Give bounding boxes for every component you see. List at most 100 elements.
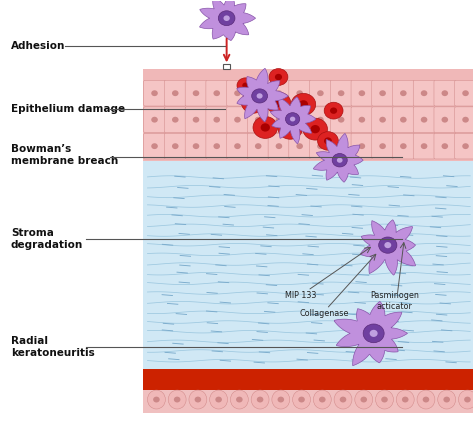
FancyBboxPatch shape bbox=[268, 80, 290, 106]
FancyBboxPatch shape bbox=[330, 80, 352, 106]
Circle shape bbox=[269, 69, 288, 85]
FancyBboxPatch shape bbox=[434, 80, 456, 106]
FancyBboxPatch shape bbox=[164, 80, 186, 106]
FancyBboxPatch shape bbox=[206, 80, 228, 106]
Circle shape bbox=[462, 90, 469, 96]
Circle shape bbox=[236, 397, 243, 403]
FancyBboxPatch shape bbox=[247, 133, 269, 159]
Circle shape bbox=[441, 117, 448, 123]
Ellipse shape bbox=[168, 390, 186, 409]
FancyBboxPatch shape bbox=[372, 107, 393, 132]
FancyBboxPatch shape bbox=[330, 107, 352, 132]
FancyBboxPatch shape bbox=[227, 107, 248, 132]
Circle shape bbox=[421, 143, 428, 149]
FancyBboxPatch shape bbox=[164, 133, 186, 159]
Circle shape bbox=[276, 143, 282, 149]
Circle shape bbox=[400, 143, 407, 149]
Ellipse shape bbox=[147, 390, 165, 409]
Circle shape bbox=[249, 98, 258, 107]
Circle shape bbox=[421, 117, 428, 123]
FancyBboxPatch shape bbox=[434, 107, 456, 132]
Circle shape bbox=[379, 90, 386, 96]
Bar bbox=[143, 369, 473, 390]
Ellipse shape bbox=[292, 390, 310, 409]
Circle shape bbox=[213, 117, 220, 123]
Circle shape bbox=[255, 143, 262, 149]
Circle shape bbox=[402, 397, 409, 403]
Text: Pasminogen
acticator: Pasminogen acticator bbox=[370, 291, 419, 311]
Circle shape bbox=[193, 117, 199, 123]
Circle shape bbox=[363, 324, 384, 343]
Polygon shape bbox=[361, 220, 416, 275]
Circle shape bbox=[255, 117, 262, 123]
Circle shape bbox=[358, 90, 365, 96]
Circle shape bbox=[462, 143, 469, 149]
Circle shape bbox=[151, 143, 158, 149]
FancyBboxPatch shape bbox=[434, 133, 456, 159]
Circle shape bbox=[172, 90, 179, 96]
Circle shape bbox=[213, 90, 220, 96]
Circle shape bbox=[296, 90, 303, 96]
FancyBboxPatch shape bbox=[247, 80, 269, 106]
Ellipse shape bbox=[375, 390, 393, 409]
Text: Collagenase: Collagenase bbox=[300, 309, 349, 318]
Circle shape bbox=[277, 397, 284, 403]
Ellipse shape bbox=[396, 390, 414, 409]
FancyBboxPatch shape bbox=[144, 80, 165, 106]
Circle shape bbox=[274, 99, 283, 107]
Text: MIP 133: MIP 133 bbox=[285, 291, 316, 300]
Ellipse shape bbox=[355, 390, 373, 409]
Ellipse shape bbox=[438, 390, 456, 409]
FancyBboxPatch shape bbox=[455, 133, 474, 159]
Circle shape bbox=[290, 117, 295, 121]
Circle shape bbox=[324, 137, 332, 144]
Bar bbox=[143, 69, 473, 161]
Circle shape bbox=[242, 82, 249, 88]
Circle shape bbox=[370, 330, 378, 337]
Circle shape bbox=[464, 397, 471, 403]
Circle shape bbox=[291, 93, 316, 115]
FancyBboxPatch shape bbox=[185, 107, 207, 132]
Circle shape bbox=[299, 100, 308, 108]
Ellipse shape bbox=[313, 390, 331, 409]
Circle shape bbox=[151, 90, 158, 96]
Circle shape bbox=[317, 117, 324, 123]
FancyBboxPatch shape bbox=[413, 107, 435, 132]
Circle shape bbox=[358, 117, 365, 123]
Circle shape bbox=[241, 91, 266, 113]
Ellipse shape bbox=[272, 390, 290, 409]
Circle shape bbox=[462, 117, 469, 123]
Circle shape bbox=[172, 117, 179, 123]
FancyBboxPatch shape bbox=[206, 107, 228, 132]
Bar bbox=[223, 64, 230, 69]
FancyBboxPatch shape bbox=[144, 107, 165, 132]
Circle shape bbox=[303, 118, 328, 140]
Circle shape bbox=[153, 397, 160, 403]
Ellipse shape bbox=[417, 390, 435, 409]
FancyBboxPatch shape bbox=[289, 107, 310, 132]
FancyBboxPatch shape bbox=[289, 80, 310, 106]
Text: Adhesion: Adhesion bbox=[11, 41, 65, 50]
Circle shape bbox=[358, 143, 365, 149]
FancyBboxPatch shape bbox=[413, 133, 435, 159]
FancyBboxPatch shape bbox=[185, 133, 207, 159]
Circle shape bbox=[276, 90, 282, 96]
Circle shape bbox=[296, 117, 303, 123]
FancyBboxPatch shape bbox=[164, 107, 186, 132]
Circle shape bbox=[337, 158, 343, 163]
Circle shape bbox=[421, 90, 428, 96]
FancyBboxPatch shape bbox=[206, 133, 228, 159]
FancyBboxPatch shape bbox=[268, 107, 290, 132]
Circle shape bbox=[441, 143, 448, 149]
Circle shape bbox=[379, 117, 386, 123]
FancyBboxPatch shape bbox=[310, 107, 331, 132]
Circle shape bbox=[400, 117, 407, 123]
Circle shape bbox=[257, 397, 264, 403]
Circle shape bbox=[296, 143, 303, 149]
Circle shape bbox=[223, 15, 230, 21]
Circle shape bbox=[195, 397, 201, 403]
Ellipse shape bbox=[458, 390, 474, 409]
Circle shape bbox=[338, 117, 345, 123]
Circle shape bbox=[193, 143, 199, 149]
Circle shape bbox=[261, 123, 270, 132]
